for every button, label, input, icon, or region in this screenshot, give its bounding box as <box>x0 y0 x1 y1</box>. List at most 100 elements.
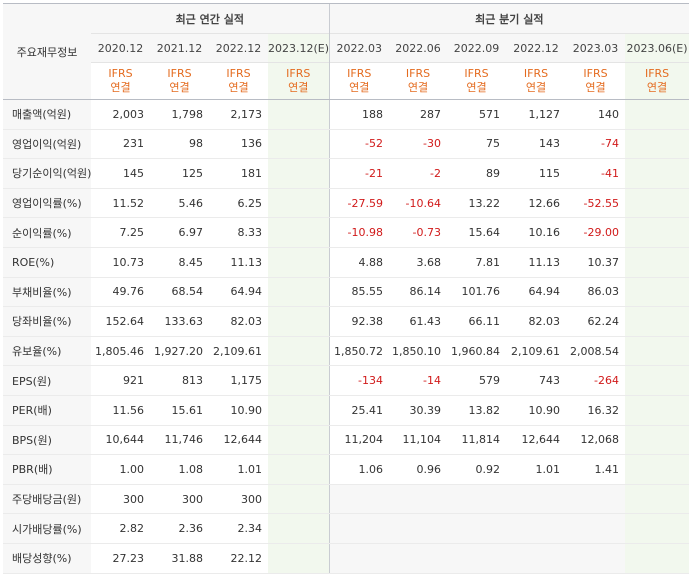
data-cell: 1.08 <box>150 454 209 485</box>
data-cell: 10,644 <box>91 425 150 456</box>
ifrs-standard: IFRS <box>523 67 549 80</box>
data-cell <box>268 454 330 485</box>
table-row: 영업이익률(%) 11.52 5.46 6.25 -27.59 -10.64 13.22 12… <box>3 187 690 219</box>
data-cell: 300 <box>150 483 209 515</box>
ifrs-label: IFRS 연결 <box>209 62 268 100</box>
data-cell: -41 <box>566 158 626 189</box>
data-cell: -52 <box>328 129 390 160</box>
table-row: 당기순이익(억원) 145 125 181 -21 -2 89 115 -41 <box>3 158 690 189</box>
data-cell: 188 <box>328 99 390 130</box>
data-cell: 15.64 <box>447 217 507 248</box>
data-cell <box>625 336 690 367</box>
ifrs-standard: IFRS <box>226 67 251 80</box>
period-header: 2023.12(E) <box>268 33 330 63</box>
data-cell: -29.00 <box>566 217 626 248</box>
data-cell: 231 <box>91 129 150 160</box>
data-cell: -52.55 <box>566 187 626 219</box>
data-cell: 1,805.46 <box>91 336 150 367</box>
data-cell <box>625 513 690 544</box>
data-cell: 11.56 <box>91 395 150 426</box>
data-cell: 62.24 <box>566 306 626 337</box>
table-row: 순이익률(%) 7.25 6.97 8.33 -10.98 -0.73 15.64 10.16… <box>3 217 690 248</box>
ifrs-label: IFRS 연결 <box>268 62 330 100</box>
row-label: 부채비율(%) <box>3 276 91 308</box>
ifrs-label: IFRS 연결 <box>447 62 507 100</box>
data-cell: 49.76 <box>91 276 150 308</box>
data-cell: 921 <box>91 365 150 396</box>
data-cell: 1,175 <box>209 365 268 396</box>
data-cell: 68.54 <box>150 276 209 308</box>
data-cell: 16.32 <box>566 395 626 426</box>
data-cell: 11.13 <box>506 247 567 278</box>
data-cell: 10.16 <box>506 217 567 248</box>
data-cell <box>328 543 390 574</box>
ifrs-label: IFRS 연결 <box>328 62 390 100</box>
table-row: 당좌비율(%) 152.64 133.63 82.03 92.38 61.43 66.11 8… <box>3 306 690 337</box>
data-cell: 64.94 <box>506 276 567 308</box>
data-cell: 6.97 <box>150 217 209 248</box>
data-cell <box>447 483 507 515</box>
row-label: 순이익률(%) <box>3 217 91 248</box>
data-cell: 1,850.72 <box>328 336 390 367</box>
data-cell: -10.98 <box>328 217 390 248</box>
data-cell: 11.13 <box>209 247 268 278</box>
data-cell: 8.45 <box>150 247 209 278</box>
data-cell: 143 <box>506 129 567 160</box>
data-cell: 0.92 <box>447 454 507 485</box>
ifrs-standard: IFRS <box>167 67 192 80</box>
data-cell: 12,068 <box>566 425 626 456</box>
data-cell: 125 <box>150 158 209 189</box>
data-cell <box>389 483 448 515</box>
data-cell <box>268 483 330 515</box>
row-label: PER(배) <box>3 395 91 426</box>
ifrs-label: IFRS 연결 <box>625 62 690 100</box>
data-cell: -30 <box>389 129 448 160</box>
data-cell: 98 <box>150 129 209 160</box>
row-label: 당기순이익(억원) <box>3 158 91 189</box>
data-cell: 2,109.61 <box>209 336 268 367</box>
ifrs-consolidated: 연결 <box>169 81 190 94</box>
data-cell: 10.37 <box>566 247 626 278</box>
ifrs-consolidated: 연결 <box>110 81 131 94</box>
row-label: 당좌비율(%) <box>3 306 91 337</box>
data-cell: 10.90 <box>506 395 567 426</box>
ifrs-consolidated: 연결 <box>466 81 487 94</box>
row-label: ROE(%) <box>3 247 91 278</box>
data-cell <box>328 483 390 515</box>
data-cell <box>268 217 330 248</box>
data-cell: 27.23 <box>91 543 150 574</box>
data-cell: 12,644 <box>506 425 567 456</box>
period-header: 2022.06 <box>389 33 448 63</box>
data-cell <box>625 247 690 278</box>
data-cell: 6.25 <box>209 187 268 219</box>
data-cell: 181 <box>209 158 268 189</box>
row-label: 영업이익률(%) <box>3 187 91 219</box>
ifrs-standard: IFRS <box>347 67 372 80</box>
data-cell: 1,850.10 <box>389 336 448 367</box>
ifrs-label: IFRS 연결 <box>150 62 209 100</box>
data-cell: 2,003 <box>91 99 150 130</box>
table-row: PBR(배) 1.00 1.08 1.01 1.06 0.96 0.92 1.01 1.41 <box>3 454 690 485</box>
data-cell: 30.39 <box>389 395 448 426</box>
data-cell: 86.14 <box>389 276 448 308</box>
financial-rows: 매출액(억원) 2,003 1,798 2,173 188 287 571 1,127 140 영… <box>3 99 690 574</box>
row-label: 주당배당금(원) <box>3 483 91 515</box>
data-cell: 2,173 <box>209 99 268 130</box>
ifrs-label: IFRS 연결 <box>389 62 448 100</box>
data-cell <box>447 543 507 574</box>
ifrs-consolidated: 연결 <box>288 81 309 94</box>
data-cell: 1.41 <box>566 454 626 485</box>
data-cell <box>268 187 330 219</box>
data-cell: 2.82 <box>91 513 150 544</box>
data-cell: 1,927.20 <box>150 336 209 367</box>
data-cell <box>268 336 330 367</box>
data-cell: 7.81 <box>447 247 507 278</box>
ifrs-consolidated: 연결 <box>585 81 606 94</box>
data-cell: 300 <box>91 483 150 515</box>
ifrs-standard: IFRS <box>286 67 311 80</box>
ifrs-consolidated: 연결 <box>646 81 668 94</box>
data-cell <box>268 365 330 396</box>
data-cell: 743 <box>506 365 567 396</box>
row-label: 영업이익(억원) <box>3 129 91 160</box>
data-cell: 0.96 <box>389 454 448 485</box>
